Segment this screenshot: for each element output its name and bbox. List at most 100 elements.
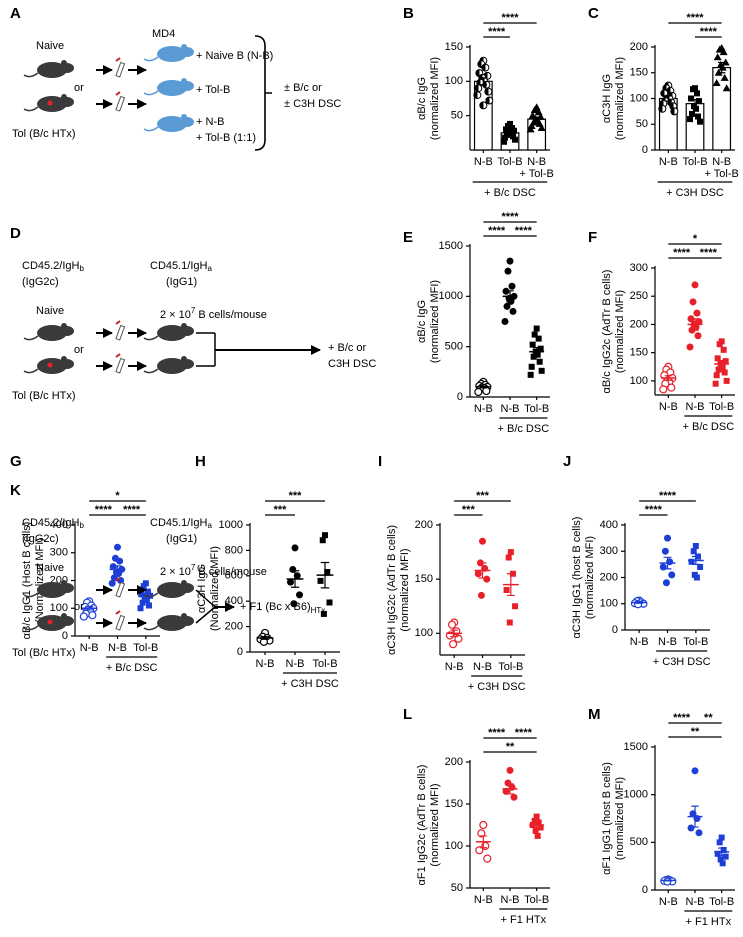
data-point [695, 113, 701, 120]
data-point [670, 107, 679, 116]
donor-label: Tol (B/c HTx) [12, 128, 76, 140]
data-point [663, 877, 672, 886]
y-tick-label: 50 [451, 882, 463, 894]
data-point [692, 543, 699, 549]
data-point [114, 543, 121, 551]
mouse-ear [181, 114, 187, 120]
data-point [503, 587, 510, 593]
data-point [512, 136, 518, 143]
data-point [479, 537, 486, 545]
y-tick-label: 0 [62, 630, 68, 642]
y-axis-label: αC3H IgG [196, 564, 208, 613]
data-point [510, 133, 516, 140]
error-bar [532, 116, 541, 122]
data-point [721, 369, 728, 376]
significance-label: * [693, 233, 698, 245]
error-bar [290, 570, 300, 588]
significance-label: **** [488, 225, 506, 237]
data-point [137, 605, 144, 612]
data-point [501, 138, 507, 145]
significance-label: *** [274, 504, 288, 516]
data-point [291, 544, 299, 552]
data-point [508, 282, 516, 290]
y-tick-label: 150 [415, 573, 433, 585]
error-bar [479, 835, 488, 849]
panel-letter: M [588, 706, 601, 723]
recipient-label: MD4 [152, 28, 175, 40]
mouse-ear [181, 323, 187, 329]
mouse-tail [143, 126, 159, 132]
data-point [697, 118, 703, 125]
significance-label: **** [501, 211, 519, 223]
y-axis-label: αC3H IgG1 (host B cells) [571, 517, 583, 639]
data-point [501, 318, 509, 325]
data-point [479, 820, 488, 830]
data-point [533, 813, 540, 820]
x-tick-label: N-B [686, 896, 705, 908]
significance-label: **** [123, 504, 141, 516]
y-tick-label: 200 [600, 571, 618, 583]
y-axis-label: (normalized MFI) [429, 57, 441, 140]
donor-label: Naive [36, 40, 64, 52]
label-sub: b [79, 264, 84, 273]
y-axis-label: (Normalized MFI) [209, 546, 221, 631]
y-axis-label: αC3H IgG [601, 74, 613, 123]
mouse-ear [61, 580, 67, 586]
data-point [533, 325, 540, 332]
significance-label: **** [95, 504, 113, 516]
panel-letter: J [563, 453, 571, 470]
donor-label: Naive [36, 562, 64, 574]
y-tick-label: 100 [445, 840, 463, 852]
y-axis-label: αB/c IgG2c (AdTr B cells) [601, 270, 613, 394]
panel-letter: K [10, 482, 21, 499]
group-bracket [254, 35, 272, 151]
x-tick-label: N-B [286, 658, 305, 670]
syringe-plunger [115, 610, 121, 615]
mouse-body [157, 80, 187, 96]
syringe-plunger [115, 91, 121, 96]
dose-exp: 7 [191, 306, 196, 315]
data-point [505, 554, 512, 561]
error-bar [478, 562, 487, 579]
y-tick-label: 100 [415, 627, 433, 639]
data-point [483, 575, 491, 583]
data-point [693, 574, 700, 581]
data-point [526, 125, 535, 133]
data-point [716, 839, 723, 846]
data-point [659, 385, 668, 394]
x-tick-label: Tol-B [524, 894, 549, 906]
connector [195, 589, 216, 624]
data-point [722, 84, 731, 92]
treatment-label: + C3H DSC [653, 656, 711, 668]
donor-label: Naive [36, 305, 64, 317]
isotype-label: (IgG1) [166, 276, 197, 288]
mouse-tail [23, 72, 39, 78]
error-bar [532, 347, 541, 357]
data-point [146, 602, 153, 609]
mouse-tail [23, 592, 39, 598]
data-point [484, 87, 493, 96]
error-bar [506, 130, 514, 136]
label-main: + F1 (Bc x B6) [240, 601, 311, 613]
dose-label: 2 × 107 B cells/mouse [160, 306, 267, 321]
data-point [667, 383, 676, 392]
error-bar [717, 359, 726, 368]
treatment-label: + C3H DSC [468, 681, 526, 693]
y-tick-label: 150 [630, 347, 648, 359]
dose-rest: B cells/mouse [198, 309, 266, 321]
data-point [502, 787, 510, 795]
treatment-label: + B/c DSC [498, 423, 550, 435]
treatment-label: + B/c DSC [683, 421, 735, 433]
y-tick-label: 50 [451, 110, 463, 122]
panel-letter: A [10, 5, 21, 22]
data-point [720, 73, 729, 81]
y-tick-label: 300 [50, 547, 68, 559]
mouse-body [157, 325, 187, 341]
y-axis-label: αB/c IgG1 (Host B cells) [21, 522, 33, 640]
data-point [481, 63, 490, 72]
isotype-label: (IgG1) [166, 533, 197, 545]
panel-letter: E [403, 229, 413, 246]
error-bar [717, 61, 726, 74]
data-point [722, 358, 729, 365]
